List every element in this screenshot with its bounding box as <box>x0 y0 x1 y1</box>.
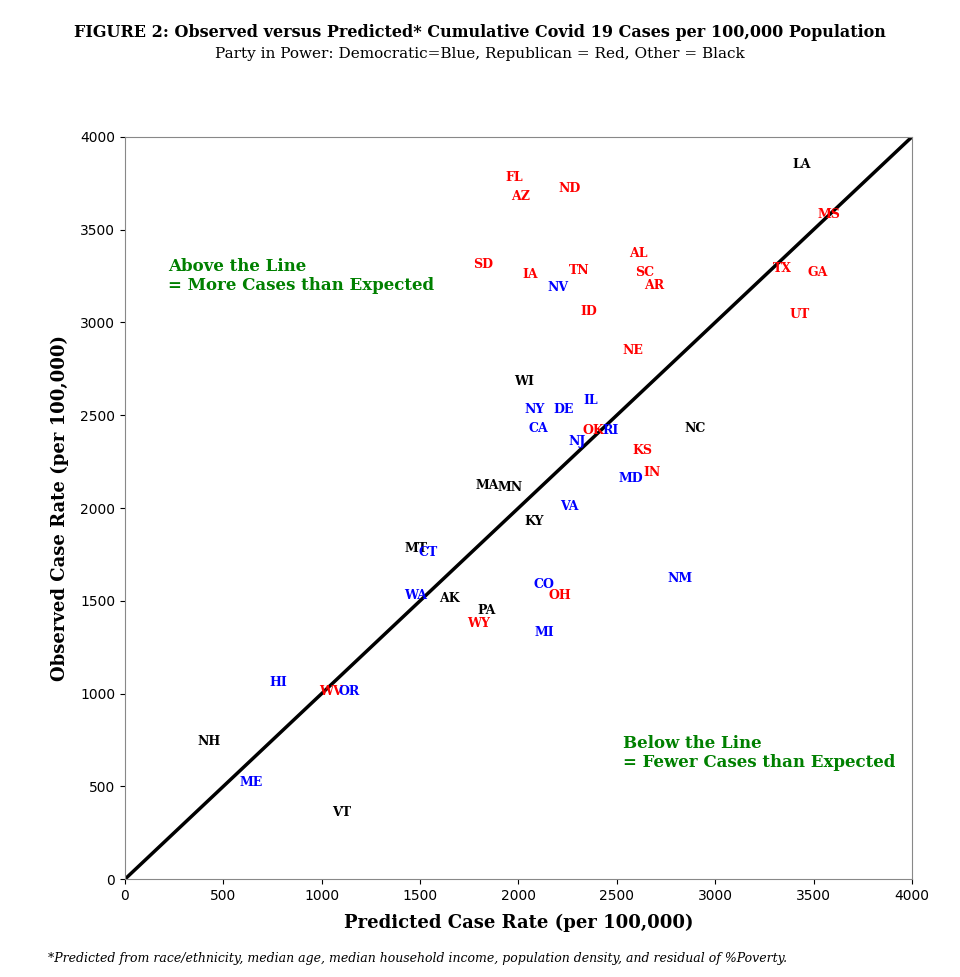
Text: UT: UT <box>790 309 810 321</box>
Text: TX: TX <box>773 262 792 276</box>
Text: NE: NE <box>622 344 643 357</box>
Text: MD: MD <box>618 472 643 485</box>
X-axis label: Predicted Case Rate (per 100,000): Predicted Case Rate (per 100,000) <box>344 914 693 932</box>
Text: SD: SD <box>473 258 493 272</box>
Text: MS: MS <box>818 208 841 221</box>
Text: SC: SC <box>635 266 654 278</box>
Text: CO: CO <box>534 577 555 591</box>
Text: OR: OR <box>339 685 360 699</box>
Text: OH: OH <box>548 589 571 602</box>
Text: AK: AK <box>440 592 460 606</box>
Text: CT: CT <box>419 546 438 559</box>
Text: ND: ND <box>559 183 581 195</box>
Text: GA: GA <box>807 266 828 278</box>
Text: AZ: AZ <box>511 190 530 202</box>
Text: FIGURE 2: Observed versus Predicted* Cumulative Covid 19 Cases per 100,000 Popul: FIGURE 2: Observed versus Predicted* Cum… <box>74 24 886 41</box>
Text: VA: VA <box>561 499 579 513</box>
Text: ME: ME <box>239 777 262 789</box>
Text: KS: KS <box>633 444 653 457</box>
Text: WI: WI <box>515 375 535 388</box>
Text: NY: NY <box>524 404 544 416</box>
Text: WV: WV <box>320 685 344 699</box>
Text: VT: VT <box>332 806 350 819</box>
Y-axis label: Observed Case Rate (per 100,000): Observed Case Rate (per 100,000) <box>51 335 69 681</box>
Text: MA: MA <box>475 480 498 492</box>
Text: TN: TN <box>569 264 589 276</box>
Text: HI: HI <box>270 676 287 689</box>
Text: NJ: NJ <box>569 435 586 447</box>
Text: NH: NH <box>198 736 221 748</box>
Text: Above the Line
= More Cases than Expected: Above the Line = More Cases than Expecte… <box>168 258 434 294</box>
Text: Below the Line
= Fewer Cases than Expected: Below the Line = Fewer Cases than Expect… <box>623 735 895 772</box>
Text: NM: NM <box>667 573 692 585</box>
Text: MN: MN <box>498 481 523 494</box>
Text: CA: CA <box>528 422 548 435</box>
Text: LA: LA <box>793 158 811 171</box>
Text: FL: FL <box>506 171 523 184</box>
Text: AR: AR <box>644 278 664 292</box>
Text: WY: WY <box>468 616 491 629</box>
Text: MT: MT <box>404 542 427 555</box>
Text: NC: NC <box>684 422 707 435</box>
Text: MI: MI <box>534 626 554 639</box>
Text: PA: PA <box>478 604 496 616</box>
Text: *Predicted from race/ethnicity, median age, median household income, population : *Predicted from race/ethnicity, median a… <box>48 953 787 965</box>
Text: AL: AL <box>629 247 648 260</box>
Text: ID: ID <box>581 305 598 318</box>
Text: IL: IL <box>584 394 598 406</box>
Text: IN: IN <box>643 466 660 480</box>
Text: KY: KY <box>524 515 544 528</box>
Text: RI: RI <box>603 424 619 437</box>
Text: NV: NV <box>547 280 568 294</box>
Text: OK: OK <box>583 424 604 437</box>
Text: Party in Power: Democratic=Blue, Republican = Red, Other = Black: Party in Power: Democratic=Blue, Republi… <box>215 47 745 61</box>
Text: IA: IA <box>522 268 538 280</box>
Text: DE: DE <box>554 404 574 416</box>
Text: WA: WA <box>404 589 427 602</box>
